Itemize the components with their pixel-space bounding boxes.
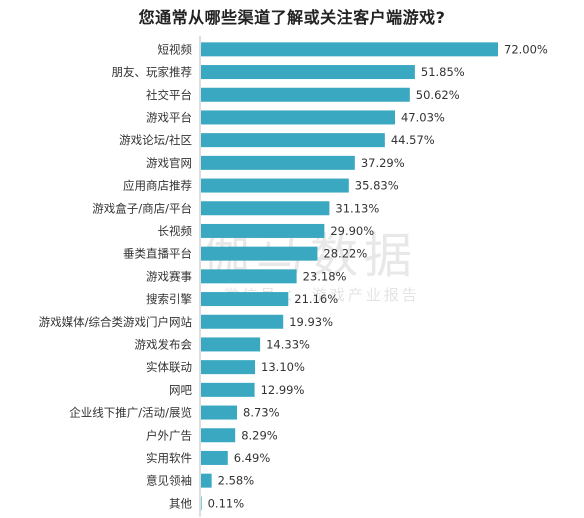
value-label: 2.58% xyxy=(218,474,255,488)
bar-row: 网吧 12.99% xyxy=(169,382,305,397)
bar-row: 垂类直播平台 28.22% xyxy=(123,246,367,261)
bar xyxy=(201,65,415,80)
bar-row: 游戏发布会 14.33% xyxy=(135,337,310,352)
bar xyxy=(201,292,289,307)
category-label: 网吧 xyxy=(169,383,192,397)
value-label: 29.90% xyxy=(330,224,374,238)
value-label: 13.10% xyxy=(261,360,305,374)
bar xyxy=(201,110,395,125)
value-label: 47.03% xyxy=(401,110,445,124)
bar-row: 实体联动 13.10% xyxy=(146,360,305,375)
value-label: 19.93% xyxy=(289,315,333,329)
category-label: 游戏平台 xyxy=(146,110,192,124)
category-label: 长视频 xyxy=(158,224,193,238)
bar-row: 朋友、玩家推荐 51.85% xyxy=(112,65,465,80)
value-label: 21.16% xyxy=(294,292,338,306)
category-label: 短视频 xyxy=(158,42,193,56)
value-label: 28.22% xyxy=(323,247,367,261)
bar-row: 实用软件 6.49% xyxy=(146,450,271,465)
value-label: 0.11% xyxy=(208,496,245,510)
bar xyxy=(201,269,297,284)
bar xyxy=(201,337,261,352)
category-label: 游戏媒体/综合类游戏门户网站 xyxy=(39,315,193,329)
bar-row: 短视频 72.00% xyxy=(158,42,548,57)
bar-row: 游戏官网 37.29% xyxy=(146,155,405,170)
bar-row: 游戏媒体/综合类游戏门户网站 19.93% xyxy=(39,314,333,329)
bar-row: 应用商店推荐 35.83% xyxy=(123,178,399,193)
value-label: 35.83% xyxy=(355,179,399,193)
value-label: 72.00% xyxy=(504,42,548,56)
bar-row: 企业线下推广/活动/展览 8.73% xyxy=(69,405,280,420)
bar xyxy=(201,405,238,420)
value-label: 23.18% xyxy=(303,269,347,283)
category-label: 朋友、玩家推荐 xyxy=(112,65,193,79)
bar xyxy=(201,223,325,238)
value-label: 51.85% xyxy=(421,65,465,79)
value-label: 8.29% xyxy=(241,428,278,442)
bar-row: 搜索引擎 21.16% xyxy=(146,292,338,307)
category-label: 游戏赛事 xyxy=(146,269,192,283)
value-label: 31.13% xyxy=(335,201,379,215)
category-label: 意见领袖 xyxy=(146,474,192,488)
bar xyxy=(201,360,256,375)
category-label: 应用商店推荐 xyxy=(123,179,192,193)
category-label: 游戏官网 xyxy=(146,156,192,170)
category-label: 实体联动 xyxy=(146,360,192,374)
bar-row: 户外广告 8.29% xyxy=(146,428,278,443)
bar-row: 游戏赛事 23.18% xyxy=(146,269,347,284)
bar-row: 游戏平台 47.03% xyxy=(146,110,445,125)
category-label: 其他 xyxy=(169,496,192,510)
category-label: 游戏发布会 xyxy=(135,337,193,351)
bar-row: 游戏论坛/社区 44.57% xyxy=(119,133,435,148)
value-label: 12.99% xyxy=(261,383,305,397)
bar xyxy=(201,382,255,397)
category-label: 实用软件 xyxy=(146,451,192,465)
bar xyxy=(201,178,349,193)
category-label: 户外广告 xyxy=(146,428,192,442)
category-label: 游戏论坛/社区 xyxy=(119,133,192,147)
category-label: 游戏盒子/商店/平台 xyxy=(92,201,192,215)
bar xyxy=(201,473,212,488)
value-label: 44.57% xyxy=(391,133,435,147)
category-label: 垂类直播平台 xyxy=(123,247,192,261)
value-label: 14.33% xyxy=(266,337,310,351)
value-label: 6.49% xyxy=(234,451,271,465)
bar xyxy=(201,155,355,170)
bar xyxy=(201,42,498,57)
bar xyxy=(201,201,330,216)
bar xyxy=(201,450,228,465)
bar-row: 社交平台 50.62% xyxy=(146,87,460,102)
value-label: 50.62% xyxy=(416,88,460,102)
category-label: 企业线下推广/活动/展览 xyxy=(69,406,192,420)
category-label: 社交平台 xyxy=(146,88,192,102)
bar-row: 意见领袖 2.58% xyxy=(146,473,255,488)
bar xyxy=(201,428,236,443)
bar xyxy=(201,87,410,102)
bar xyxy=(201,246,318,261)
value-label: 37.29% xyxy=(361,156,405,170)
bar xyxy=(201,496,202,511)
chart-title: 您通常从哪些渠道了解或关注客户端游戏? xyxy=(138,8,446,27)
category-label: 搜索引擎 xyxy=(146,292,192,306)
bar xyxy=(201,133,385,148)
bar xyxy=(201,314,284,329)
bar-row: 游戏盒子/商店/平台 31.13% xyxy=(92,201,379,216)
bar-row: 长视频 29.90% xyxy=(158,223,374,238)
value-label: 8.73% xyxy=(243,406,280,420)
bar-row: 其他 0.11% xyxy=(169,496,245,511)
bars: 短视频 72.00% 朋友、玩家推荐 51.85% 社交平台 50.62% 游戏平台 47.0… xyxy=(39,42,548,511)
